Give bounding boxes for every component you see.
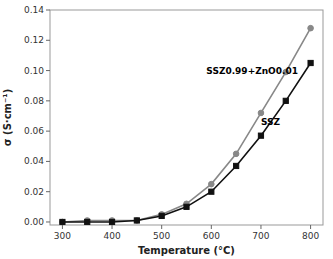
y-tick-label: 0.06 — [24, 126, 44, 136]
plot-frame — [50, 10, 323, 225]
point — [184, 204, 189, 209]
y-tick-label: 0.12 — [24, 35, 44, 45]
x-tick — [310, 225, 311, 229]
x-tick-label: 800 — [302, 231, 319, 241]
x-tick — [62, 225, 63, 229]
axes: 300 400 500 600 700 800 0.00 0.02 0.04 0.06 0.08 0.… — [24, 5, 319, 241]
point — [308, 25, 314, 31]
series — [60, 25, 314, 224]
y-tick-label: 0.08 — [24, 96, 44, 106]
point — [159, 213, 164, 218]
point — [134, 218, 139, 223]
y-tick — [46, 70, 50, 71]
x-tick — [211, 225, 212, 229]
x-tick-label: 300 — [54, 231, 71, 241]
annotation: SSZ — [261, 117, 281, 127]
x-tick-label: 400 — [103, 231, 120, 241]
y-tick — [46, 131, 50, 132]
point — [60, 219, 65, 224]
x-tick — [260, 225, 261, 229]
series-line — [62, 63, 310, 222]
point — [258, 133, 263, 138]
chart: 300 400 500 600 700 800 0.00 0.02 0.04 0.06 0.08 0.… — [0, 0, 333, 259]
x-tick — [161, 225, 162, 229]
series — [60, 60, 313, 224]
x-tick — [112, 225, 113, 229]
series-line — [62, 28, 310, 222]
x-tick-label: 500 — [153, 231, 170, 241]
y-tick — [46, 10, 50, 11]
x-tick-label: 700 — [252, 231, 269, 241]
point — [233, 151, 239, 157]
point — [85, 219, 90, 224]
x-tick-label: 600 — [203, 231, 220, 241]
point — [109, 219, 114, 224]
y-tick-label: 0.10 — [24, 66, 44, 76]
y-tick-label: 0.14 — [24, 5, 44, 15]
annotation: SSZ0.99+ZnO0.01 — [206, 66, 298, 76]
point — [283, 98, 288, 103]
y-tick — [46, 40, 50, 41]
y-tick — [46, 191, 50, 192]
point — [134, 218, 140, 224]
y-tick-label: 0.02 — [24, 187, 44, 197]
y-tick — [46, 100, 50, 101]
point — [60, 219, 66, 225]
y-tick-label: 0.04 — [24, 156, 44, 166]
y-axis-label: σ (S·cm⁻¹) — [2, 89, 13, 146]
y-tick — [46, 161, 50, 162]
point — [209, 181, 215, 187]
series-group — [60, 25, 314, 224]
x-axis-label: Temperature (°C) — [138, 245, 235, 256]
y-tick-label: 0.00 — [24, 217, 44, 227]
point — [209, 189, 214, 194]
point — [308, 60, 313, 65]
point — [234, 163, 239, 168]
point — [258, 110, 264, 116]
y-tick — [46, 221, 50, 222]
